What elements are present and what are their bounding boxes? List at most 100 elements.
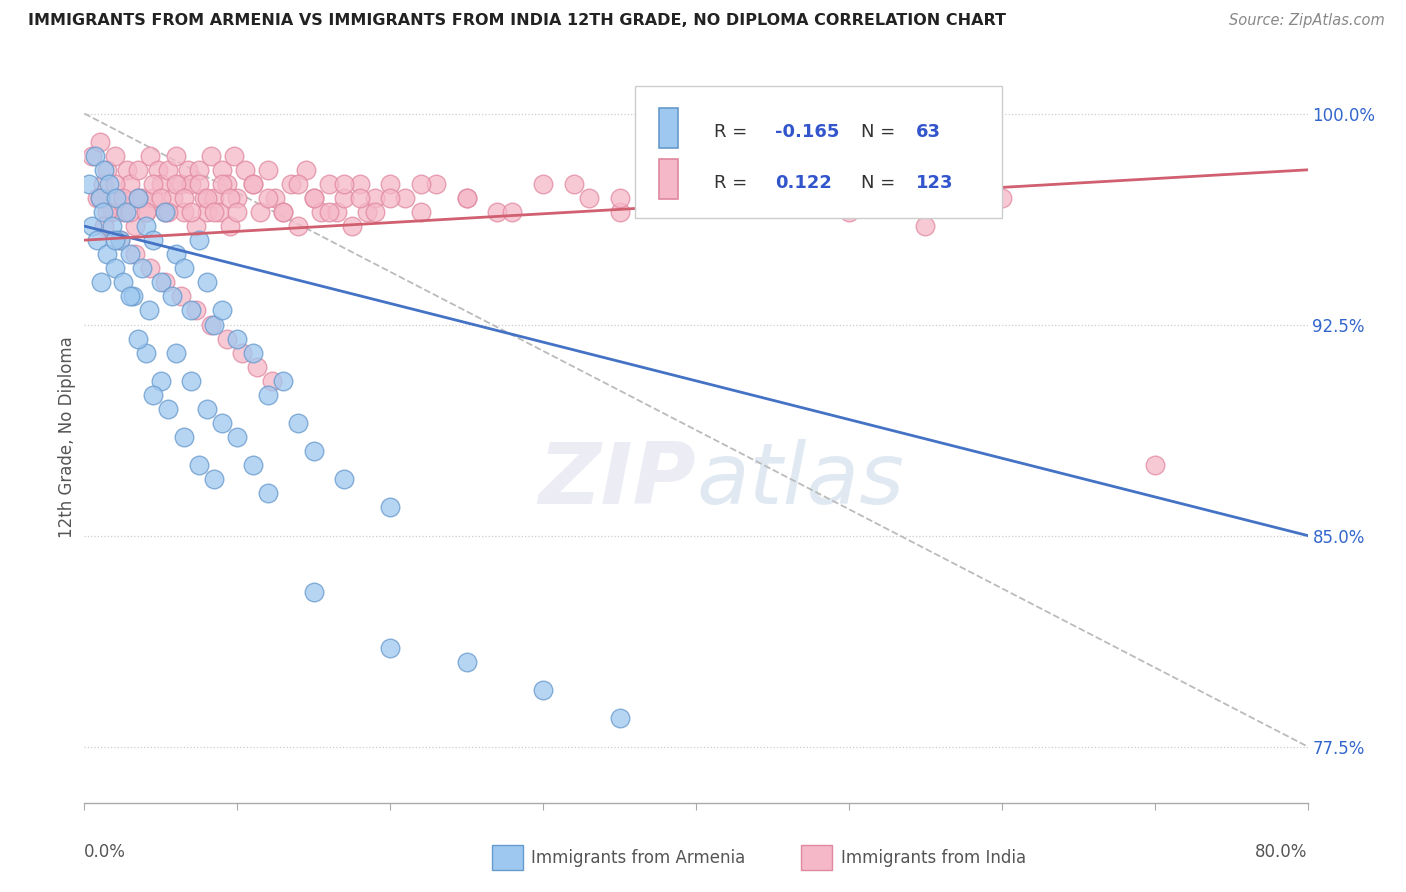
Point — [761, 191, 783, 205]
Point — [80, 219, 103, 233]
Point — [188, 233, 211, 247]
Point — [333, 177, 356, 191]
Point — [242, 345, 264, 359]
Point — [409, 205, 432, 219]
Point — [142, 191, 165, 205]
Point — [246, 359, 269, 374]
Point — [838, 205, 860, 219]
Point — [380, 177, 402, 191]
Point — [302, 584, 325, 599]
Point — [364, 205, 387, 219]
Point — [165, 247, 187, 261]
Point — [394, 191, 416, 205]
Point — [295, 162, 318, 177]
Point — [184, 303, 207, 318]
Point — [86, 233, 108, 247]
Point — [86, 191, 108, 205]
Point — [193, 191, 215, 205]
Point — [108, 233, 131, 247]
Point — [609, 711, 631, 725]
Point — [609, 191, 631, 205]
Text: 0.0%: 0.0% — [84, 843, 127, 861]
Point — [91, 205, 114, 219]
Point — [188, 162, 211, 177]
Point — [165, 177, 187, 191]
Point — [654, 177, 676, 191]
Point — [149, 276, 172, 290]
Point — [218, 191, 240, 205]
Point — [685, 177, 707, 191]
Point — [180, 303, 202, 318]
Point — [101, 219, 124, 233]
Point — [93, 162, 115, 177]
Point — [77, 177, 100, 191]
Point — [349, 177, 371, 191]
Point — [202, 205, 225, 219]
Point — [226, 430, 249, 444]
Text: R =: R = — [714, 174, 748, 192]
Point — [111, 205, 134, 219]
Point — [200, 318, 222, 332]
Point — [173, 430, 195, 444]
Point — [271, 374, 294, 388]
Point — [195, 401, 218, 416]
Point — [318, 205, 340, 219]
Point — [531, 683, 554, 698]
Point — [80, 149, 103, 163]
Point — [211, 177, 233, 191]
FancyBboxPatch shape — [659, 108, 678, 148]
Point — [188, 458, 211, 473]
Point — [202, 472, 225, 486]
Point — [200, 149, 222, 163]
Point — [165, 149, 187, 163]
Text: Immigrants from India: Immigrants from India — [841, 849, 1026, 867]
Point — [233, 162, 256, 177]
Point — [271, 205, 294, 219]
Point — [280, 177, 302, 191]
Point — [97, 177, 120, 191]
Text: 0.122: 0.122 — [776, 174, 832, 192]
Point — [96, 205, 118, 219]
Point — [131, 261, 153, 276]
Point — [96, 247, 118, 261]
Point — [149, 177, 172, 191]
Point — [257, 162, 280, 177]
Point — [349, 191, 371, 205]
Point — [287, 416, 309, 430]
Point — [318, 177, 340, 191]
Point — [914, 219, 936, 233]
Point — [257, 191, 280, 205]
Point — [115, 162, 138, 177]
Point — [165, 345, 187, 359]
Point — [409, 177, 432, 191]
Point — [149, 191, 172, 205]
Text: 80.0%: 80.0% — [1256, 843, 1308, 861]
Point — [531, 177, 554, 191]
Point — [111, 191, 134, 205]
Point — [991, 191, 1014, 205]
Point — [105, 191, 128, 205]
Point — [180, 205, 202, 219]
Point — [124, 219, 146, 233]
Point — [211, 162, 233, 177]
Point — [180, 374, 202, 388]
Text: N =: N = — [860, 122, 896, 141]
Point — [486, 205, 509, 219]
Y-axis label: 12th Grade, No Diploma: 12th Grade, No Diploma — [58, 336, 76, 538]
Point — [96, 162, 118, 177]
Point — [127, 332, 149, 346]
Point — [325, 205, 347, 219]
Point — [142, 177, 165, 191]
Point — [502, 205, 524, 219]
Point — [90, 276, 112, 290]
Point — [456, 191, 478, 205]
Point — [264, 191, 287, 205]
Point — [456, 191, 478, 205]
Point — [157, 205, 180, 219]
Point — [195, 276, 218, 290]
Point — [364, 191, 387, 205]
Point — [188, 177, 211, 191]
Point — [173, 205, 195, 219]
Text: 63: 63 — [917, 122, 941, 141]
Point — [215, 332, 238, 346]
